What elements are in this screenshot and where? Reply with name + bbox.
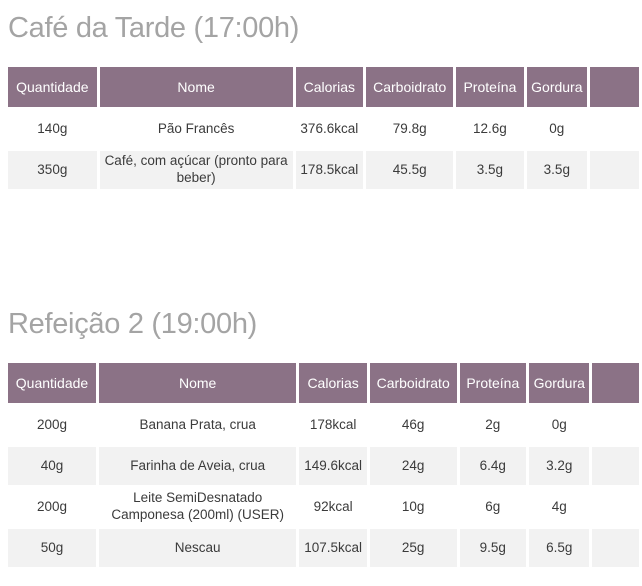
column-header-nome: Nome <box>99 67 293 107</box>
header-row: Quantidade Nome Calorias Carboidrato Proteín… <box>8 363 639 403</box>
column-header-cutoff <box>590 67 639 107</box>
cell-cutoff <box>592 529 639 567</box>
cell-nome: Farinha de Aveia, crua <box>98 447 297 485</box>
column-header-gordura: Gordura <box>526 67 588 107</box>
table-row: 200g Banana Prata, crua 178kcal 46g 2g 0g <box>8 406 639 444</box>
cell-carboidrato: 45.5g <box>366 151 454 189</box>
cell-nome: Banana Prata, crua <box>139 416 256 432</box>
cell-proteina: 6g <box>485 498 501 514</box>
meal-plan: Café da Tarde (17:00h) Quantidade Nome Calo… <box>0 8 642 570</box>
cell-calorias: 178kcal <box>309 416 357 432</box>
cell-cutoff <box>592 406 639 444</box>
table-row: 140g Pão Francês 376.6kcal 79.8g 12.6g 0g <box>8 110 639 148</box>
cell-gordura: 0g <box>549 120 565 136</box>
cell-nome: Nescau <box>98 529 297 567</box>
column-header-calorias: Calorias <box>299 363 367 403</box>
meal-table: Quantidade Nome Calorias Carboidrato Proteín… <box>5 64 642 192</box>
cell-calorias: 376.6kcal <box>300 120 359 136</box>
section-title: Café da Tarde (17:00h) <box>8 12 300 44</box>
cell-nome: Café, com açúcar (pronto para beber) <box>99 151 293 189</box>
table-row: 200g Leite SemiDesnatado Camponesa (200ml… <box>8 488 639 526</box>
cell-quantidade: 50g <box>8 529 96 567</box>
cell-cutoff <box>592 488 639 526</box>
cell-nome: Pão Francês <box>157 120 235 136</box>
column-header-carboidrato: Carboidrato <box>366 67 454 107</box>
cell-carboidrato: 10g <box>401 498 425 514</box>
cell-nome: Leite SemiDesnatado Camponesa (200ml) (U… <box>111 490 284 522</box>
cell-cutoff <box>590 110 639 148</box>
cell-cutoff <box>592 447 639 485</box>
section-title: Refeição 2 (19:00h) <box>8 308 258 340</box>
table-row: 50g Nescau 107.5kcal 25g 9.5g 6.5g <box>8 529 639 567</box>
table-row: 350g Café, com açúcar (pronto para beber)… <box>8 151 639 189</box>
cell-proteina: 2g <box>485 416 501 432</box>
cell-proteina: 9.5g <box>459 529 527 567</box>
meal-table: Quantidade Nome Calorias Carboidrato Proteín… <box>5 360 642 570</box>
column-header-nome: Nome <box>98 363 297 403</box>
column-header-proteina: Proteína <box>456 67 524 107</box>
cell-quantidade: 140g <box>37 120 68 136</box>
cell-proteina: 3.5g <box>456 151 524 189</box>
cell-gordura: 4g <box>551 498 567 514</box>
header-row: Quantidade Nome Calorias Carboidrato Proteín… <box>8 67 639 107</box>
cell-calorias: 178.5kcal <box>295 151 364 189</box>
cell-quantidade: 40g <box>8 447 96 485</box>
cell-gordura: 3.2g <box>529 447 590 485</box>
cell-calorias: 107.5kcal <box>299 529 367 567</box>
column-header-proteina: Proteína <box>459 363 527 403</box>
cell-carboidrato: 25g <box>369 529 457 567</box>
column-header-calorias: Calorias <box>295 67 364 107</box>
cell-calorias: 92kcal <box>313 498 353 514</box>
cell-quantidade: 350g <box>8 151 97 189</box>
column-header-quantidade: Quantidade <box>8 67 97 107</box>
cell-cutoff <box>590 151 639 189</box>
cell-carboidrato: 79.8g <box>392 120 427 136</box>
column-header-cutoff <box>592 363 639 403</box>
meal-section: Café da Tarde (17:00h) Quantidade Nome Calo… <box>0 8 642 192</box>
cell-carboidrato: 24g <box>369 447 457 485</box>
cell-proteina: 6.4g <box>459 447 527 485</box>
column-header-carboidrato: Carboidrato <box>369 363 457 403</box>
column-header-quantidade: Quantidade <box>8 363 96 403</box>
cell-quantidade: 200g <box>36 498 67 514</box>
cell-carboidrato: 46g <box>401 416 425 432</box>
meal-section: Refeição 2 (19:00h) Quantidade Nome Caloria… <box>0 304 642 570</box>
cell-proteina: 12.6g <box>473 120 507 136</box>
column-header-gordura: Gordura <box>529 363 590 403</box>
cell-gordura: 0g <box>551 416 567 432</box>
cell-quantidade: 200g <box>36 416 67 432</box>
table-row: 40g Farinha de Aveia, crua 149.6kcal 24g 6.4… <box>8 447 639 485</box>
cell-gordura: 6.5g <box>529 529 590 567</box>
cell-calorias: 149.6kcal <box>299 447 367 485</box>
cell-gordura: 3.5g <box>526 151 588 189</box>
